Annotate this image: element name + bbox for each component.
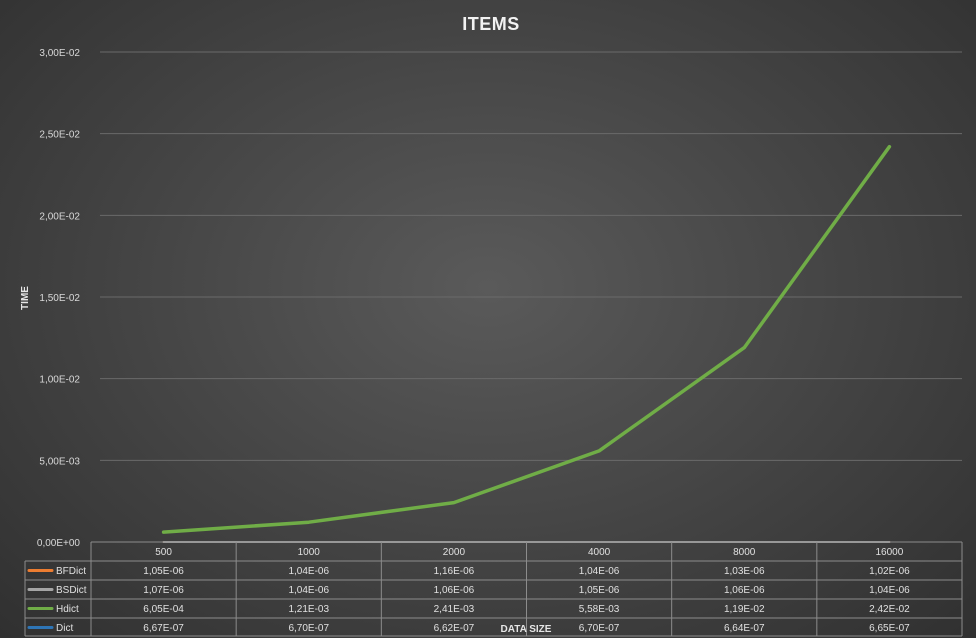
data-label: 1,19E-02 xyxy=(724,604,765,615)
data-label: 6,65E-07 xyxy=(869,623,910,634)
y-tick-label: 1,50E-02 xyxy=(39,293,80,304)
y-tick-label: 3,00E-02 xyxy=(39,48,80,59)
data-label: 6,62E-07 xyxy=(434,623,475,634)
data-label: 1,06E-06 xyxy=(724,585,765,596)
y-tick-label: 1,00E-02 xyxy=(39,375,80,386)
x-axis-title: DATA SIZE xyxy=(501,624,552,635)
data-label: 6,67E-07 xyxy=(143,623,184,634)
data-label: 2,42E-02 xyxy=(869,604,910,615)
legend-label: BFDict xyxy=(56,566,86,577)
data-label: 1,04E-06 xyxy=(579,566,620,577)
data-label: 6,64E-07 xyxy=(724,623,765,634)
data-label: 1,06E-06 xyxy=(434,585,475,596)
data-table: 500 1000 2000 4000 8000 16000 BFDict 1,05E-06 1,… xyxy=(24,541,963,637)
data-label: 2,41E-03 xyxy=(434,604,475,615)
data-label: 1,05E-06 xyxy=(143,566,184,577)
y-tick-label: 2,00E-02 xyxy=(39,211,80,222)
data-label: 1,07E-06 xyxy=(143,585,184,596)
data-label: 1,03E-06 xyxy=(724,566,765,577)
series-lines xyxy=(161,144,892,543)
data-label: 6,05E-04 xyxy=(143,604,184,615)
chart-title: ITEMS xyxy=(462,14,520,34)
data-label: 1,04E-06 xyxy=(288,585,329,596)
x-tick-label: 2000 xyxy=(443,547,466,558)
x-tick-label: 4000 xyxy=(588,547,611,558)
legend-label: Hdict xyxy=(56,604,79,615)
data-label: 1,02E-06 xyxy=(869,566,910,577)
x-tick-label: 1000 xyxy=(298,547,321,558)
legend-label: BSDict xyxy=(56,585,87,596)
data-label: 6,70E-07 xyxy=(579,623,620,634)
y-axis-title: TIME xyxy=(20,286,31,310)
y-tick-label: 5,00E-03 xyxy=(39,456,80,467)
data-label: 1,21E-03 xyxy=(288,604,329,615)
y-tick-label: 0,00E+00 xyxy=(37,538,81,549)
data-label: 5,58E-03 xyxy=(579,604,620,615)
data-label: 1,05E-06 xyxy=(579,585,620,596)
series-line-hdict xyxy=(161,144,892,534)
x-tick-label: 16000 xyxy=(876,547,904,558)
data-label: 1,16E-06 xyxy=(434,566,475,577)
x-tick-label: 8000 xyxy=(733,547,756,558)
gridlines xyxy=(100,51,962,461)
data-label: 6,70E-07 xyxy=(288,623,329,634)
y-tick-label: 2,50E-02 xyxy=(39,130,80,141)
y-axis-ticks: 0,00E+00 5,00E-03 1,00E-02 1,50E-02 2,00E-02… xyxy=(37,48,81,549)
data-label: 1,04E-06 xyxy=(288,566,329,577)
legend-label: Dict xyxy=(56,623,73,634)
data-label: 1,04E-06 xyxy=(869,585,910,596)
x-tick-label: 500 xyxy=(155,547,172,558)
